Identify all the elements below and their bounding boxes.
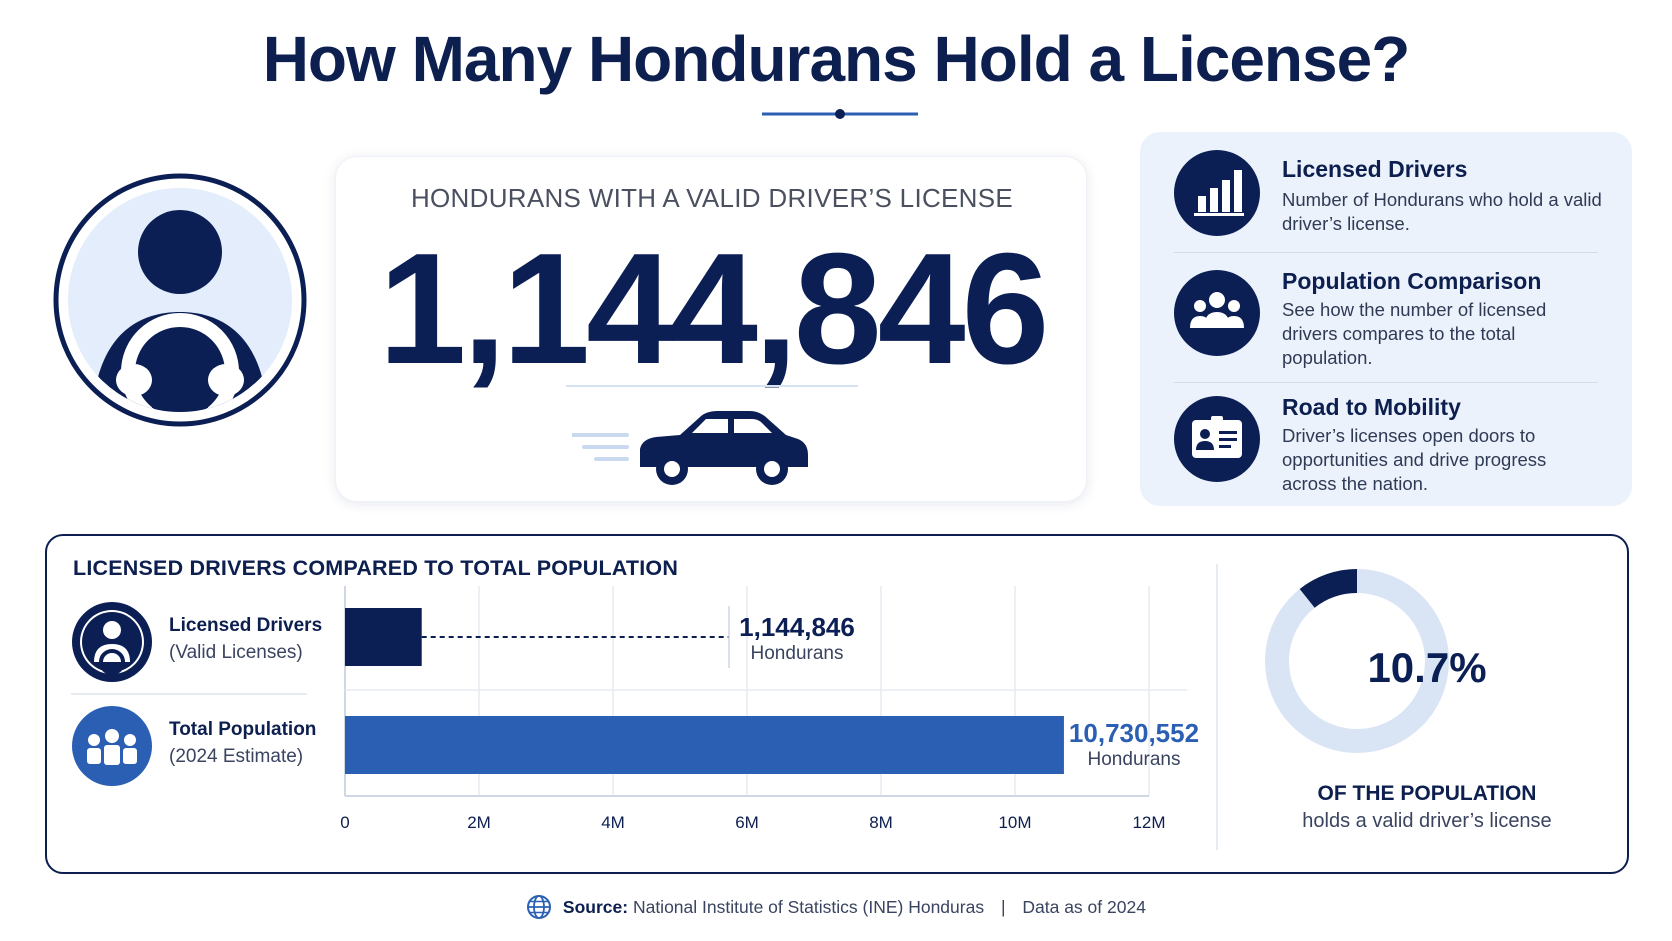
x-tick-label: 0 [340, 813, 349, 832]
legend-licensed-drivers: Licensed Drivers (Valid Licenses) [169, 612, 322, 666]
source-footer: Source: National Institute of Statistics… [0, 894, 1672, 920]
info-divider [1174, 252, 1598, 253]
info-divider [1174, 382, 1598, 383]
page-title: How Many Hondurans Hold a License? [262, 23, 1411, 95]
bar-value-number: 10,730,552 [1068, 718, 1200, 748]
bar-total-population [345, 716, 1064, 774]
bar-value-label-licensed: 1,144,846 Hondurans [707, 612, 887, 665]
globe-icon [527, 895, 552, 919]
legend-subtitle: (2024 Estimate) [169, 746, 304, 767]
x-tick-label: 8M [869, 813, 893, 832]
legend-title: Total Population [169, 719, 317, 740]
bar-value-label-population: 10,730,552 Hondurans [1049, 718, 1219, 771]
info-title: Population Comparison [1282, 268, 1542, 294]
x-tick-label: 6M [735, 813, 759, 832]
x-tick-label: 4M [601, 813, 625, 832]
legend-total-population: Total Population (2024 Estimate) [169, 716, 316, 770]
license-count-number: 1,144,846 [378, 221, 1050, 397]
donut-caption: holds a valid driver’s license [1302, 810, 1552, 832]
x-tick-label: 10M [998, 813, 1031, 832]
card-divider [566, 385, 858, 387]
legend-subtitle: (Valid Licenses) [169, 642, 303, 663]
info-title: Licensed Drivers [1282, 156, 1468, 182]
data-date: Data as of 2024 [1022, 897, 1146, 917]
car-icon [572, 411, 808, 485]
driver-icon [72, 602, 152, 682]
people-group-icon [1174, 270, 1260, 356]
source-label: Source: [562, 897, 629, 917]
comparison-title: LICENSED DRIVERS COMPARED TO TOTAL POPUL… [73, 556, 679, 580]
driver-avatar-icon [53, 173, 307, 427]
bar-licensed-drivers [345, 608, 422, 666]
legend-title: Licensed Drivers [169, 615, 323, 636]
footer-separator: | [1000, 897, 1006, 917]
id-card-icon [1174, 396, 1260, 482]
x-tick-label: 2M [467, 813, 491, 832]
info-title: Road to Mobility [1282, 394, 1461, 420]
comparison-panel: 0 2M 4M 6M 8M 10M 12M LICENSED [45, 534, 1629, 874]
license-count-label: HONDURANS WITH A VALID DRIVER’S LICENSE [410, 183, 1014, 213]
donut-slice-licensed [1299, 569, 1358, 609]
x-tick-label: 12M [1132, 813, 1165, 832]
info-description: Driver’s licenses open doors to opportun… [1282, 425, 1547, 494]
bar-chart-icon [1174, 150, 1260, 236]
title-underline-decoration [762, 109, 918, 119]
bar-value-unit: Hondurans [1087, 749, 1181, 770]
donut-caption-title: OF THE POPULATION [1317, 782, 1537, 805]
comparison-chart: 0 2M 4M 6M 8M 10M 12M [71, 564, 1449, 850]
info-panel: Licensed Drivers Number of Hondurans who… [1140, 132, 1632, 506]
bar-value-number: 1,144,846 [739, 612, 855, 642]
bar-value-unit: Hondurans [750, 643, 844, 664]
source-text: National Institute of Statistics (INE) H… [632, 897, 985, 917]
people-group-icon [72, 706, 152, 786]
license-count-card: HONDURANS WITH A VALID DRIVER’S LICENSE … [335, 156, 1087, 502]
info-description: Number of Hondurans who hold a valid dri… [1282, 189, 1602, 234]
donut-center-label: 10.7% [1367, 644, 1487, 691]
info-description: See how the number of licensed drivers c… [1282, 299, 1547, 368]
